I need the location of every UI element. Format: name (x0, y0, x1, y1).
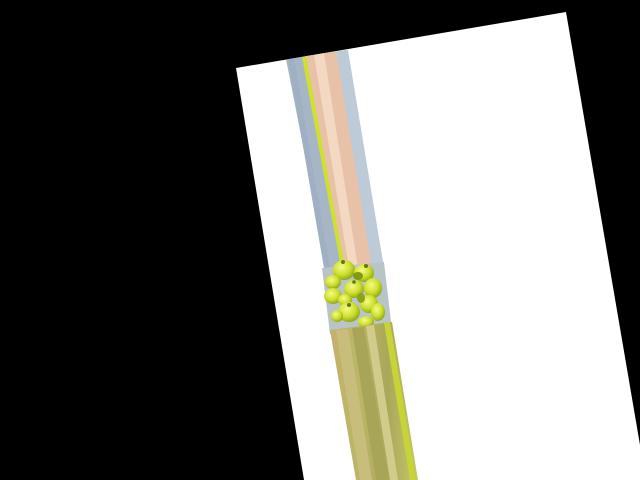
lower-stripe-khaki (336, 329, 372, 480)
pepper (371, 303, 385, 321)
pepper (364, 278, 382, 298)
stripe-pale-blue (334, 50, 384, 268)
pepper (338, 302, 360, 322)
pepper-stem (352, 280, 356, 284)
stripe-peach-highlight (314, 53, 358, 268)
pepper (357, 293, 365, 303)
lower-stripe-pale (366, 325, 398, 480)
photo-strip (286, 50, 418, 480)
pepper (353, 272, 363, 280)
pepper (324, 288, 342, 304)
pepper (333, 260, 355, 280)
stripe-gray-edge (288, 58, 330, 268)
pepper (325, 275, 341, 289)
lower-stripe-olive (352, 327, 388, 480)
pepper (331, 310, 343, 322)
pepper (344, 280, 364, 298)
stripe-lime-thin (302, 56, 344, 262)
pepper-stem (364, 264, 368, 268)
pepper-stem (341, 260, 345, 264)
pepper-stem (347, 303, 351, 307)
lower-stripe-lime-edge (384, 322, 416, 480)
pepper-cluster (324, 260, 385, 328)
